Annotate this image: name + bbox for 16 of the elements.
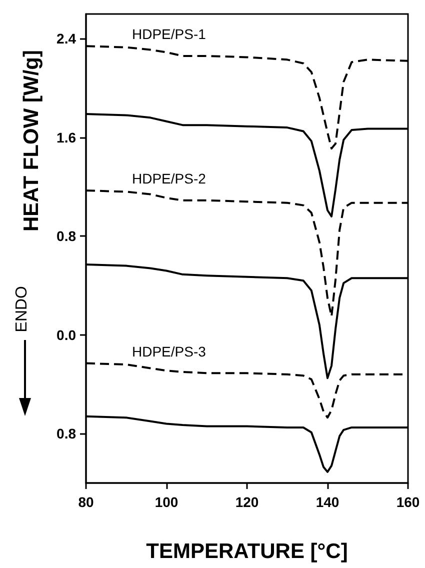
y-tick-label: 0.8: [56, 228, 76, 244]
annotation: HDPE/PS-3: [132, 343, 206, 360]
x-tick-label: 140: [316, 494, 340, 510]
y-tick-label: 1.6: [56, 129, 76, 146]
text: ENDO: [14, 286, 30, 332]
x-axis-title: TEMPERATURE [°C]: [146, 540, 348, 563]
x-tick-label: 80: [78, 494, 94, 510]
annotation: HDPE/PS-2: [132, 170, 206, 186]
y-axis-title: HEAT FLOW [W/g]: [20, 50, 43, 232]
y-tick-label: 2.4: [56, 30, 76, 47]
x-tick-label: 160: [396, 494, 420, 510]
x-tick-label: 100: [154, 494, 178, 510]
y-tick-label: 0.0: [56, 326, 76, 343]
annotation: HDPE/PS-1: [132, 26, 206, 42]
y-tick-label: 0.8: [56, 426, 76, 442]
x-tick-label: 120: [235, 494, 259, 510]
